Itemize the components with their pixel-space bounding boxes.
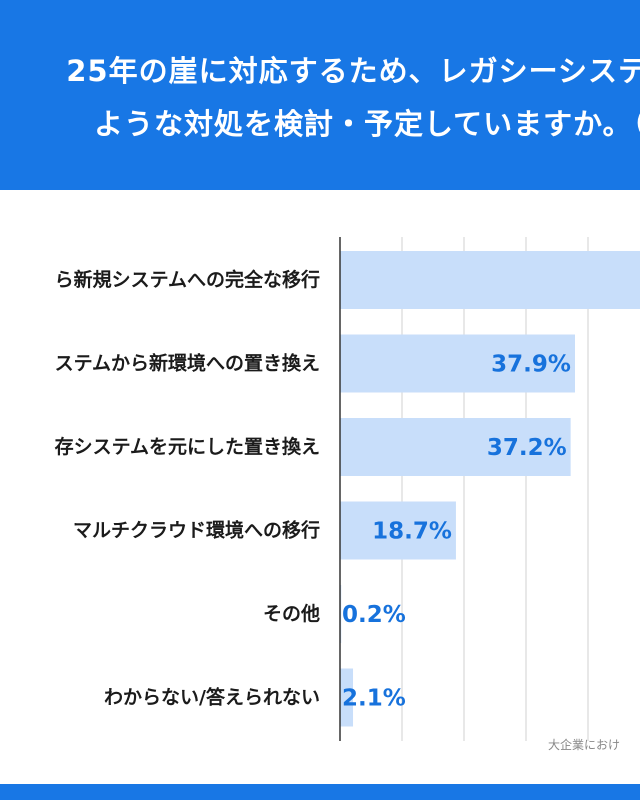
category-label: ステムから新環境への置き換え: [55, 352, 320, 375]
bar: [340, 334, 575, 393]
category-label: わからない/答えられない: [104, 686, 320, 709]
bar: [340, 668, 354, 727]
title-line-2: ような対処を検討・予定していますか。（: [93, 107, 640, 141]
category-label: 存システムを元にした置き換え: [55, 435, 320, 458]
category-label: ら新規システムへの完全な移行: [55, 268, 320, 291]
value-label: 18.7%: [372, 519, 452, 545]
title-line-1: 25年の崖に対応するため、レガシーシステ: [66, 54, 640, 88]
category-label: マルチクラウド環境への移行: [73, 519, 320, 542]
value-label: 37.2%: [487, 435, 567, 461]
source-note: 大企業におけ: [548, 738, 621, 752]
bottom-banner: [0, 784, 640, 800]
bar-chart: ら新規システムへの完全な移行ステムから新環境への置き換え存システムを元にした置き…: [55, 237, 640, 741]
value-label: 0.2%: [342, 602, 406, 628]
bar: [340, 251, 640, 309]
bar: [340, 418, 571, 476]
title-banner: 25年の崖に対応するため、レガシーシステ ような対処を検討・予定していますか。（: [0, 0, 640, 190]
value-label: 2.1%: [342, 686, 406, 712]
grid-lines: [401, 237, 589, 741]
value-labels: 37.9% 37.2% 18.7% 0.2% 2.1%: [342, 352, 571, 712]
category-labels: ら新規システムへの完全な移行ステムから新環境への置き換え存システムを元にした置き…: [55, 268, 320, 709]
bar: [340, 501, 456, 560]
bars: [340, 251, 640, 727]
category-label: その他: [263, 602, 320, 625]
value-label: 37.9%: [491, 352, 571, 378]
